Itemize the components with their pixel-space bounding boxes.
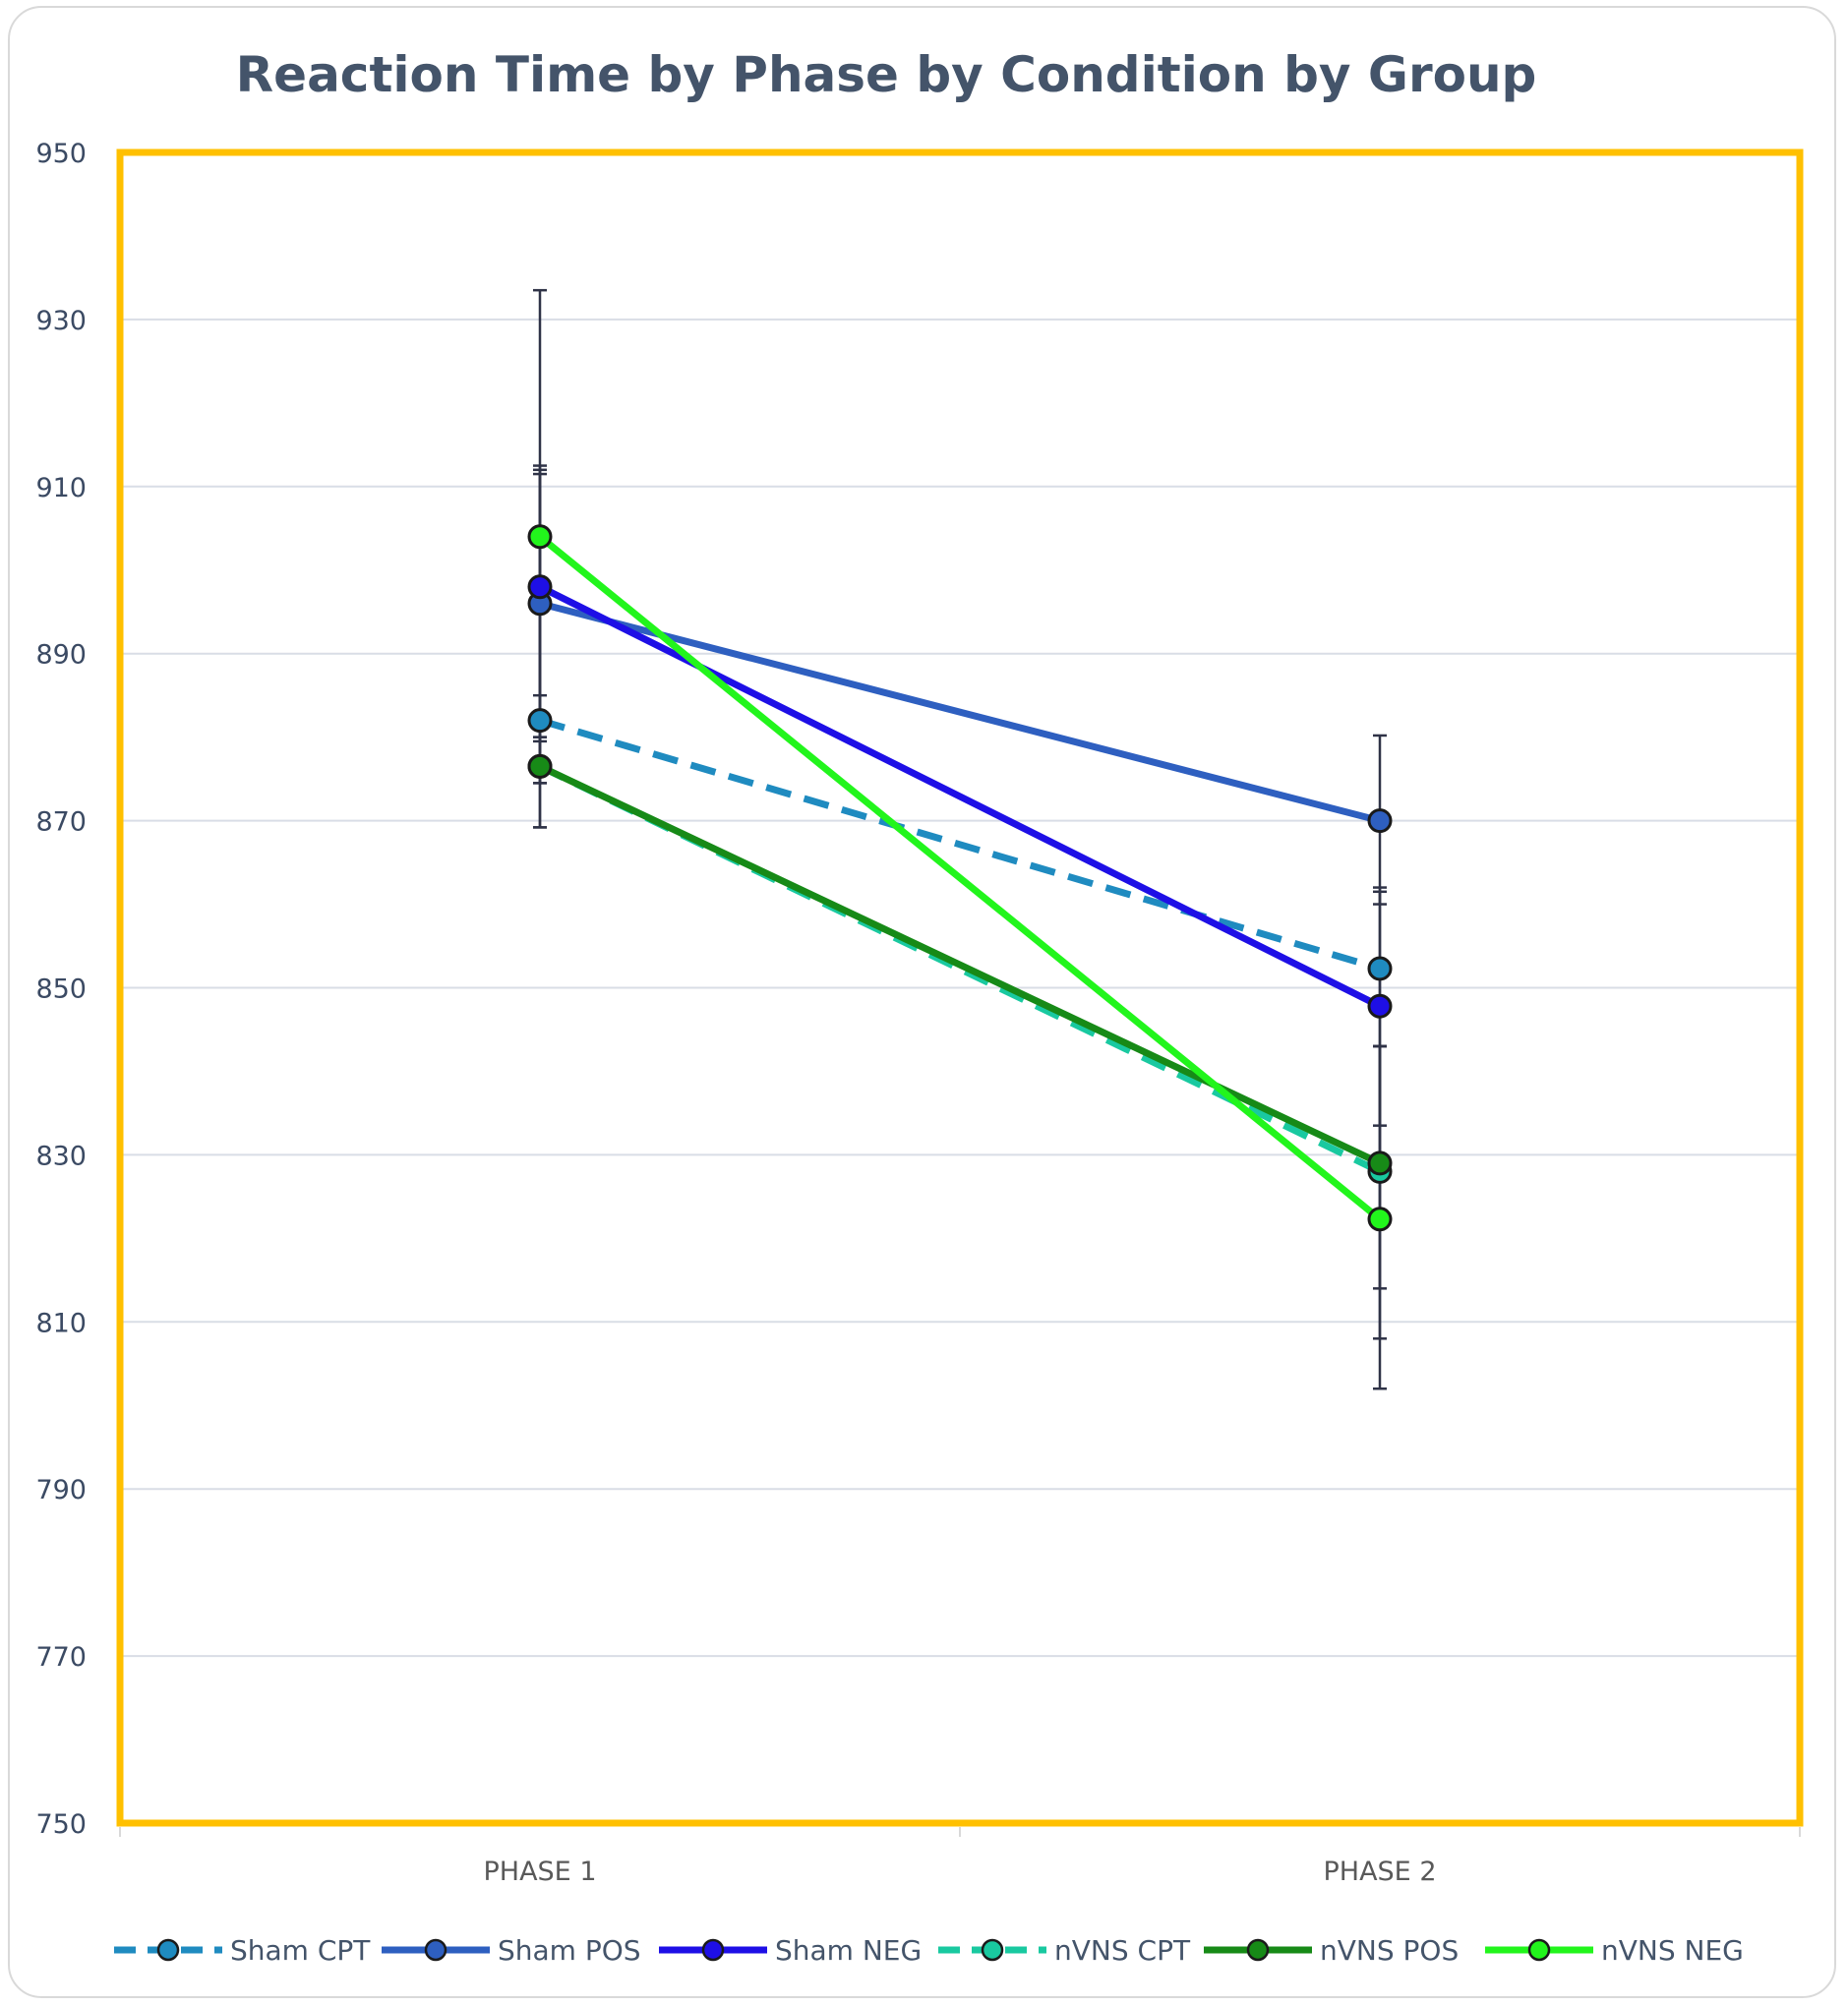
data-point [527,753,553,779]
series [527,574,1393,1019]
legend-swatch-marker [1527,1938,1551,1962]
series-line [537,534,1383,1222]
legend-label: nVNS NEG [1601,1934,1744,1967]
data-point [1367,808,1393,834]
x-tick-label: PHASE 2 [1323,1857,1436,1887]
series-line [538,583,1382,1010]
x-axis: PHASE 1 PHASE 2 [119,1827,1801,1887]
data-point [527,574,553,600]
data-point [1367,1150,1393,1176]
series [527,753,1393,1176]
chart: Reaction Time by Phase by Condition by G… [35,46,1804,1967]
data-point [527,708,553,734]
legend-swatch-marker [424,1938,447,1962]
series [527,591,1393,834]
legend-swatch-marker [981,1938,1004,1962]
legend-item: nVNS CPT [938,1934,1191,1967]
legend-item: nVNS POS [1204,1934,1459,1967]
y-tick-label: 750 [35,1809,87,1840]
y-tick-label: 850 [35,974,87,1005]
y-axis: 750 770 790 810 830 850 870 890 910 930 950 [35,139,87,1840]
data-point [1367,993,1393,1019]
series-lines [527,524,1393,1232]
x-tick-label: PHASE 1 [483,1857,596,1887]
legend-item: nVNS NEG [1485,1934,1744,1967]
data-point [527,524,553,550]
y-tick-label: 810 [35,1308,87,1338]
series-line [539,717,1381,973]
series-line [538,763,1382,1167]
y-tick-label: 950 [35,139,87,169]
chart-title: Reaction Time by Phase by Condition by G… [236,46,1537,103]
plot-area-border [116,148,1804,1827]
legend-label: Sham NEG [775,1934,922,1967]
chart-card: Reaction Time by Phase by Condition by G… [8,6,1836,1998]
legend-swatch-marker [1246,1938,1270,1962]
gridlines [120,151,1800,1824]
legend-label: nVNS CPT [1054,1934,1191,1967]
data-point [1367,956,1393,981]
legend-label: Sham POS [498,1934,641,1967]
y-tick-label: 790 [35,1475,87,1505]
legend-label: Sham CPT [230,1934,371,1967]
legend-item: Sham POS [382,1934,641,1967]
legend-swatch-marker [156,1938,180,1962]
data-point [1367,1207,1393,1232]
legend-label: nVNS POS [1320,1934,1459,1967]
legend-item: Sham CPT [114,1934,371,1967]
series [527,708,1393,981]
error-bars [533,288,1387,1390]
legend-item: Sham NEG [659,1934,922,1967]
series-line [539,600,1381,824]
legend-swatch-marker [701,1938,725,1962]
y-tick-label: 770 [35,1642,87,1673]
legend: Sham CPT Sham POS Sham NEG nVNS CPT nVNS POS… [114,1934,1744,1967]
y-tick-label: 930 [35,306,87,336]
y-tick-label: 830 [35,1141,87,1171]
y-tick-label: 890 [35,640,87,671]
series [527,524,1393,1232]
y-tick-label: 910 [35,473,87,503]
y-tick-label: 870 [35,807,87,838]
